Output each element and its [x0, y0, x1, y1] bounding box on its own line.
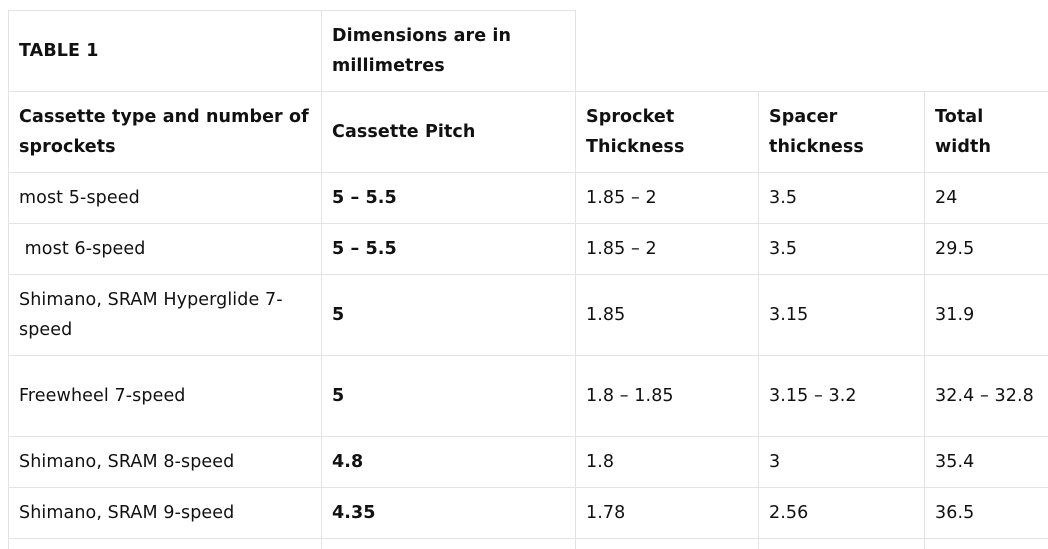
header-spacer-thickness: Spacer thickness: [759, 92, 925, 173]
table-title-row: TABLE 1 Dimensions are in millimetres: [9, 11, 1048, 92]
table-row: Shimano, SRAM 8-speed 4.8 1.8 3 35.4: [9, 437, 1048, 488]
units-note: Dimensions are in millimetres: [322, 11, 576, 92]
pitch-cell: 5: [322, 275, 576, 356]
empty-cell: [9, 539, 322, 549]
pitch-cell: 5 – 5.5: [322, 173, 576, 224]
pitch-cell: 5: [322, 356, 576, 437]
empty-header-area: [576, 11, 1048, 92]
sprocket-cell: 1.85: [576, 275, 759, 356]
spacer-cell: 3.15 – 3.2: [759, 356, 925, 437]
header-total-width: Total width: [925, 92, 1048, 173]
empty-cell: [322, 539, 576, 549]
spacer-cell: 3: [759, 437, 925, 488]
cassette-type-cell: most 6-speed: [9, 224, 322, 275]
total-width-cell: 24: [925, 173, 1048, 224]
header-cassette-type: Cassette type and number of sprockets: [9, 92, 322, 173]
table-row: most 6-speed 5 – 5.5 1.85 – 2 3.5 29.5: [9, 224, 1048, 275]
sprocket-cell: 1.8 – 1.85: [576, 356, 759, 437]
total-width-cell: 35.4: [925, 437, 1048, 488]
pitch-cell: 4.8: [322, 437, 576, 488]
empty-cell: [759, 539, 925, 549]
header-cassette-pitch: Cassette Pitch: [322, 92, 576, 173]
table-row: Shimano, SRAM Hyperglide 7-speed 5 1.85 …: [9, 275, 1048, 356]
total-width-cell: 31.9: [925, 275, 1048, 356]
empty-cell: [576, 539, 759, 549]
table-title: TABLE 1: [9, 11, 322, 92]
cassette-type-cell: Shimano, SRAM 9-speed: [9, 488, 322, 539]
cassette-type-cell: most 5-speed: [9, 173, 322, 224]
sprocket-cell: 1.78: [576, 488, 759, 539]
spacer-cell: 3.15: [759, 275, 925, 356]
table-row: Shimano, SRAM 9-speed 4.35 1.78 2.56 36.…: [9, 488, 1048, 539]
table-row-partial: [9, 539, 1048, 549]
cassette-dimensions-table: TABLE 1 Dimensions are in millimetres Ca…: [8, 10, 1048, 549]
sprocket-cell: 1.85 – 2: [576, 173, 759, 224]
table-row: most 5-speed 5 – 5.5 1.85 – 2 3.5 24: [9, 173, 1048, 224]
sprocket-cell: 1.85 – 2: [576, 224, 759, 275]
column-header-row: Cassette type and number of sprockets Ca…: [9, 92, 1048, 173]
table-row: Freewheel 7-speed 5 1.8 – 1.85 3.15 – 3.…: [9, 356, 1048, 437]
pitch-cell: 5 – 5.5: [322, 224, 576, 275]
total-width-cell: 29.5: [925, 224, 1048, 275]
total-width-cell: 36.5: [925, 488, 1048, 539]
cassette-type-cell: Freewheel 7-speed: [9, 356, 322, 437]
empty-cell: [925, 539, 1048, 549]
cassette-type-cell: Shimano, SRAM Hyperglide 7-speed: [9, 275, 322, 356]
header-sprocket-thickness: Sprocket Thickness: [576, 92, 759, 173]
total-width-cell: 32.4 – 32.8: [925, 356, 1048, 437]
cassette-type-cell: Shimano, SRAM 8-speed: [9, 437, 322, 488]
spacer-cell: 3.5: [759, 224, 925, 275]
sprocket-cell: 1.8: [576, 437, 759, 488]
pitch-cell: 4.35: [322, 488, 576, 539]
spacer-cell: 2.56: [759, 488, 925, 539]
spacer-cell: 3.5: [759, 173, 925, 224]
